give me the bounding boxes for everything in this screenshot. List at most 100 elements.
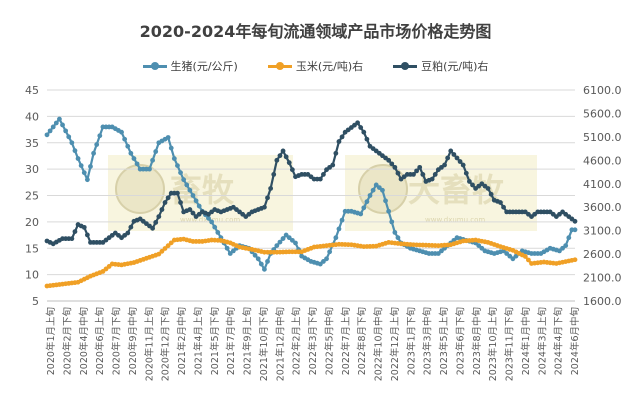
data-point <box>566 235 572 241</box>
watermark-logo-left <box>115 164 165 214</box>
data-point <box>75 156 81 161</box>
data-point <box>274 157 280 163</box>
data-point <box>165 243 171 249</box>
legend-item-corn: 玉米(元/吨)右 <box>267 58 364 74</box>
data-point <box>370 187 376 193</box>
data-point <box>451 152 457 157</box>
data-point <box>181 177 187 183</box>
data-point <box>432 172 438 177</box>
data-point <box>265 259 270 264</box>
data-point <box>414 168 419 174</box>
data-point <box>63 128 69 134</box>
data-point <box>417 164 423 170</box>
x-tick-label: 2022年8月下旬 <box>356 307 368 375</box>
x-tick-label: 2020年12月下旬 <box>160 307 172 381</box>
data-point <box>187 187 193 193</box>
data-point <box>162 200 168 205</box>
x-tick-label: 2020年7月下旬 <box>111 307 123 375</box>
data-point <box>429 176 435 182</box>
data-point <box>178 200 183 205</box>
data-point <box>526 257 531 263</box>
x-tick-label: 2020年1月上旬 <box>45 307 57 375</box>
x-tick-label: 2021年9月上旬 <box>242 307 254 375</box>
data-point <box>460 162 466 168</box>
data-point <box>333 150 339 156</box>
data-point <box>392 230 398 235</box>
y-right-tick-label: 4600.0 <box>583 154 622 167</box>
watermark-url-right: www.dxumu.com <box>425 216 485 224</box>
data-point <box>361 129 367 135</box>
data-point <box>392 164 398 170</box>
legend-swatch-corn <box>267 61 292 70</box>
data-point <box>563 243 569 249</box>
data-point <box>265 195 270 201</box>
y-right-tick-label: 3100.0 <box>583 225 622 238</box>
data-point <box>47 128 53 134</box>
y-right-tick-label: 1600.0 <box>583 295 622 308</box>
data-point <box>367 193 373 198</box>
data-point <box>262 204 267 210</box>
axis-layer: 5 10 15 20 25 30 35 40 45 1600.0 2100.0 2600.0 3100.… <box>25 84 622 381</box>
data-point <box>81 170 87 176</box>
data-point <box>81 224 87 230</box>
x-tick-label: 2023年6月下旬 <box>454 307 466 375</box>
data-point <box>190 193 196 198</box>
legend-swatch-soymeal <box>393 61 418 70</box>
y-right-tick-label: 5100.0 <box>583 131 622 144</box>
data-point <box>277 153 283 159</box>
x-tick-label: 2021年12月中旬 <box>274 307 286 381</box>
y-right-tick-label: 2100.0 <box>583 272 622 285</box>
x-tick-label: 2021年2月中旬 <box>176 307 188 375</box>
data-point <box>255 256 261 262</box>
data-point <box>165 195 171 201</box>
data-point <box>258 261 264 267</box>
data-point <box>66 134 72 140</box>
x-tick-label: 2020年4月中旬 <box>78 307 90 375</box>
data-point <box>178 170 183 176</box>
data-point <box>274 243 280 249</box>
data-point <box>572 257 578 263</box>
data-point <box>280 236 286 241</box>
data-point <box>333 235 339 241</box>
data-point <box>572 218 578 224</box>
x-tick-label: 2020年2月下旬 <box>61 307 73 375</box>
x-tick-label: 2023年3月中旬 <box>422 307 434 375</box>
data-point <box>386 157 392 163</box>
data-point <box>215 230 221 235</box>
data-point <box>252 252 258 258</box>
data-point <box>324 256 329 262</box>
data-point <box>168 240 174 246</box>
x-tick-label: 2024年6月中旬 <box>569 307 581 375</box>
y-left-tick-label: 40 <box>25 110 39 123</box>
x-tick-label: 2022年3月下旬 <box>307 307 319 375</box>
data-point <box>175 190 180 196</box>
x-tick-label: 2022年7月上旬 <box>340 307 352 375</box>
y-right-tick-label: 6100.0 <box>583 84 622 97</box>
data-point <box>358 125 364 130</box>
data-point <box>317 176 323 182</box>
data-point <box>442 162 447 168</box>
data-point <box>445 155 451 161</box>
data-point <box>184 182 190 188</box>
x-tick-label: 2022年10月中旬 <box>373 307 385 381</box>
data-point <box>286 160 292 166</box>
data-point <box>57 116 62 122</box>
data-point <box>119 129 124 135</box>
grid-layer <box>47 89 575 302</box>
legend-label-hog: 生猪(元/公斤) <box>170 60 238 73</box>
legend-label-corn: 玉米(元/吨)右 <box>295 60 364 73</box>
series-1 <box>44 236 578 289</box>
y-left-tick-label: 15 <box>25 242 39 255</box>
data-point <box>380 187 385 193</box>
x-tick-label: 2024年4月下旬 <box>553 307 565 375</box>
data-point <box>411 172 416 177</box>
data-point <box>488 191 494 197</box>
data-point <box>171 156 177 161</box>
data-point <box>572 227 578 233</box>
data-point <box>128 150 134 156</box>
data-point <box>128 224 134 230</box>
data-point <box>150 225 156 231</box>
data-point <box>395 170 401 176</box>
data-point <box>94 142 100 147</box>
data-point <box>389 161 395 167</box>
